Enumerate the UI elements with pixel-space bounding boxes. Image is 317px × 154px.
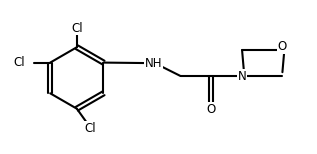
Text: N: N: [238, 70, 246, 83]
Text: Cl: Cl: [85, 122, 96, 135]
Text: Cl: Cl: [71, 22, 83, 34]
Text: O: O: [207, 103, 216, 116]
Text: Cl: Cl: [14, 56, 25, 69]
Text: O: O: [278, 40, 287, 53]
Text: NH: NH: [145, 57, 162, 70]
